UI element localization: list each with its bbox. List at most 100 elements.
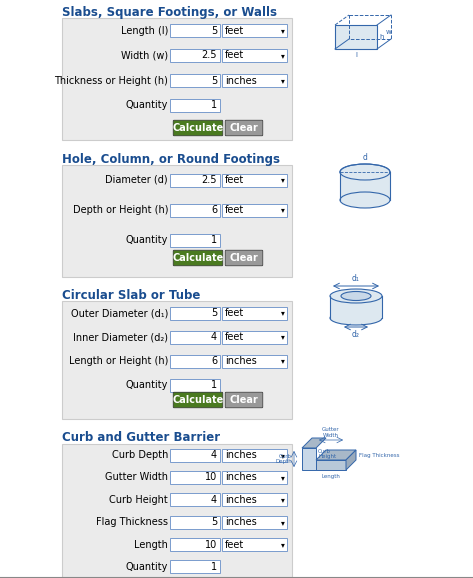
FancyBboxPatch shape — [170, 306, 220, 320]
Text: Curb
Depth: Curb Depth — [275, 454, 292, 464]
FancyBboxPatch shape — [225, 392, 263, 408]
FancyBboxPatch shape — [222, 306, 287, 320]
Text: Slabs, Square Footings, or Walls: Slabs, Square Footings, or Walls — [62, 6, 277, 19]
Text: 4: 4 — [211, 332, 217, 342]
Polygon shape — [302, 438, 326, 448]
Ellipse shape — [330, 289, 382, 303]
FancyBboxPatch shape — [222, 203, 287, 217]
Polygon shape — [335, 25, 377, 49]
Text: Curb and Gutter Barrier: Curb and Gutter Barrier — [62, 431, 220, 444]
Polygon shape — [346, 450, 356, 470]
Text: d₂: d₂ — [352, 330, 360, 339]
FancyBboxPatch shape — [170, 538, 220, 551]
Text: Calculate: Calculate — [172, 395, 224, 405]
Text: 6: 6 — [211, 205, 217, 215]
FancyBboxPatch shape — [62, 444, 292, 578]
Text: Gutter Width: Gutter Width — [105, 472, 168, 483]
Text: 1: 1 — [211, 380, 217, 390]
Text: 4: 4 — [211, 450, 217, 460]
Polygon shape — [340, 172, 390, 200]
Text: Quantity: Quantity — [126, 235, 168, 245]
Text: inches: inches — [225, 356, 257, 366]
Text: Quantity: Quantity — [126, 380, 168, 390]
Text: feet: feet — [225, 25, 244, 35]
Text: ▾: ▾ — [281, 451, 285, 460]
Text: 1: 1 — [211, 101, 217, 110]
FancyBboxPatch shape — [170, 331, 220, 343]
Ellipse shape — [341, 291, 371, 301]
FancyBboxPatch shape — [222, 24, 287, 37]
FancyBboxPatch shape — [173, 250, 223, 266]
Text: inches: inches — [225, 517, 257, 527]
Text: Depth or Height (h): Depth or Height (h) — [72, 205, 168, 215]
Text: feet: feet — [225, 205, 244, 215]
Text: w: w — [386, 29, 392, 35]
Text: d₁: d₁ — [352, 274, 360, 283]
FancyBboxPatch shape — [62, 301, 292, 419]
Text: Flag Thickness: Flag Thickness — [96, 517, 168, 527]
FancyBboxPatch shape — [222, 538, 287, 551]
Text: Quantity: Quantity — [126, 562, 168, 572]
Text: Hole, Column, or Round Footings: Hole, Column, or Round Footings — [62, 153, 280, 166]
Text: Circular Slab or Tube: Circular Slab or Tube — [62, 289, 201, 302]
FancyBboxPatch shape — [222, 331, 287, 343]
Text: ▾: ▾ — [281, 206, 285, 214]
Text: ▾: ▾ — [281, 518, 285, 527]
Text: feet: feet — [225, 308, 244, 318]
Text: 5: 5 — [211, 25, 217, 35]
FancyBboxPatch shape — [222, 49, 287, 62]
Text: ▾: ▾ — [281, 473, 285, 482]
Text: inches: inches — [225, 450, 257, 460]
Ellipse shape — [330, 311, 382, 325]
Text: 1: 1 — [211, 235, 217, 245]
FancyBboxPatch shape — [62, 165, 292, 277]
Polygon shape — [302, 448, 316, 470]
Text: inches: inches — [225, 495, 257, 505]
Text: Length or Height (h): Length or Height (h) — [69, 356, 168, 366]
Text: inches: inches — [225, 76, 257, 86]
FancyBboxPatch shape — [173, 392, 223, 408]
FancyBboxPatch shape — [222, 74, 287, 87]
Text: 2.5: 2.5 — [201, 50, 217, 61]
Text: Outer Diameter (d₁): Outer Diameter (d₁) — [70, 308, 168, 318]
Text: Length: Length — [134, 539, 168, 550]
FancyBboxPatch shape — [170, 449, 220, 462]
Text: feet: feet — [225, 539, 244, 550]
Text: Clear: Clear — [229, 253, 258, 263]
Text: Curb
Height: Curb Height — [318, 449, 336, 460]
Text: feet: feet — [225, 50, 244, 61]
Text: ▾: ▾ — [281, 495, 285, 505]
Text: Calculate: Calculate — [172, 253, 224, 263]
Text: ▾: ▾ — [281, 309, 285, 317]
Text: Curb Height: Curb Height — [109, 495, 168, 505]
Text: feet: feet — [225, 332, 244, 342]
Text: 4: 4 — [211, 495, 217, 505]
FancyBboxPatch shape — [170, 379, 220, 391]
Text: 10: 10 — [205, 472, 217, 483]
FancyBboxPatch shape — [170, 173, 220, 187]
Text: d: d — [363, 153, 368, 162]
Text: Inner Diameter (d₂): Inner Diameter (d₂) — [73, 332, 168, 342]
Text: ▾: ▾ — [281, 26, 285, 35]
FancyBboxPatch shape — [222, 494, 287, 506]
FancyBboxPatch shape — [170, 99, 220, 112]
Text: Flag Thickness: Flag Thickness — [359, 453, 400, 458]
FancyBboxPatch shape — [222, 173, 287, 187]
Text: ▾: ▾ — [281, 176, 285, 184]
Text: feet: feet — [225, 175, 244, 185]
Text: Diameter (d): Diameter (d) — [105, 175, 168, 185]
FancyBboxPatch shape — [225, 250, 263, 266]
Text: Width (w): Width (w) — [121, 50, 168, 61]
Text: Quantity: Quantity — [126, 101, 168, 110]
Text: 5: 5 — [211, 308, 217, 318]
Text: 10: 10 — [205, 539, 217, 550]
FancyBboxPatch shape — [222, 516, 287, 529]
Text: Thickness or Height (h): Thickness or Height (h) — [54, 76, 168, 86]
FancyBboxPatch shape — [170, 234, 220, 246]
FancyBboxPatch shape — [222, 449, 287, 462]
FancyBboxPatch shape — [170, 471, 220, 484]
Text: Clear: Clear — [229, 395, 258, 405]
FancyBboxPatch shape — [225, 120, 263, 136]
Polygon shape — [316, 450, 356, 460]
Ellipse shape — [340, 192, 390, 208]
